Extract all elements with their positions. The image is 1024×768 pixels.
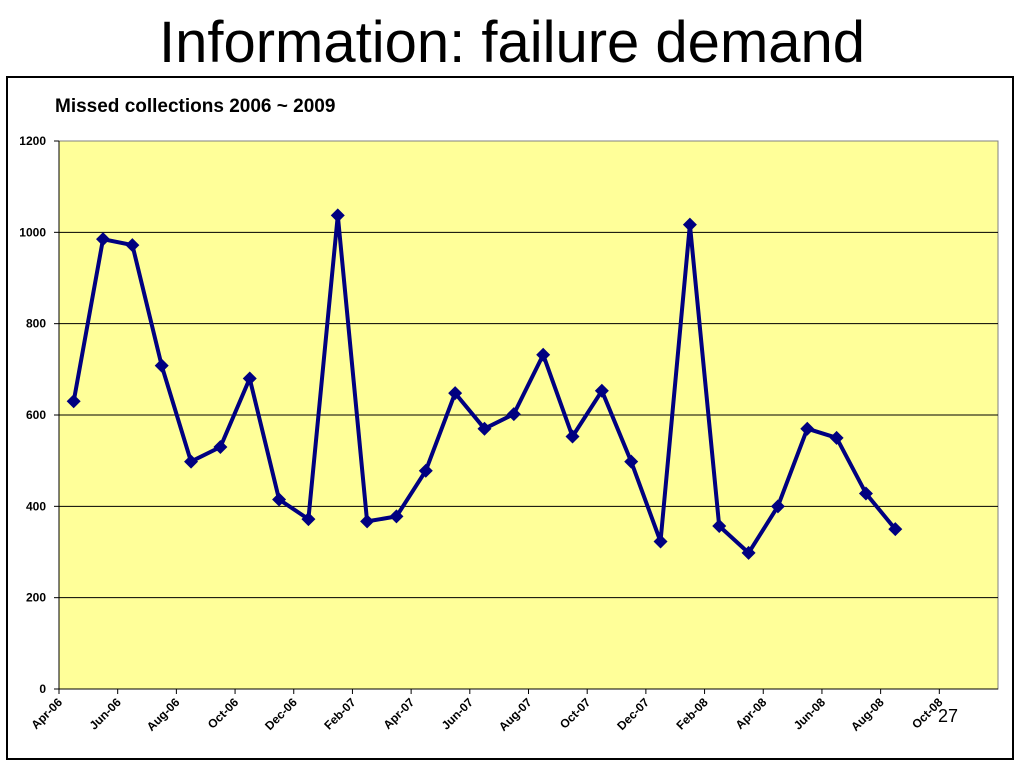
x-tick-label: Feb-07: [321, 695, 358, 732]
y-tick-label: 200: [26, 591, 46, 605]
data-point: [125, 238, 140, 253]
y-axis: 0 200 400 600 800 1000 1200: [19, 134, 60, 696]
data-point: [360, 514, 375, 529]
data-point: [712, 518, 727, 533]
data-point: [653, 534, 668, 549]
x-tick-label: Feb-08: [673, 695, 710, 732]
data-point: [184, 454, 199, 469]
data-point: [594, 383, 609, 398]
x-tick-label: Aug-07: [496, 695, 535, 734]
data-point: [741, 545, 756, 560]
slide-title: Information: failure demand: [158, 10, 866, 75]
data-point: [418, 463, 433, 478]
data-point: [770, 499, 785, 514]
y-tick-label: 0: [39, 682, 46, 696]
data-point: [829, 430, 844, 445]
chart-title: Missed collections 2006 ~ 2009: [55, 96, 336, 117]
data-point: [565, 429, 580, 444]
grid-lines: [59, 231, 998, 599]
x-tick-label: Aug-06: [144, 695, 183, 734]
x-tick-label: Oct-06: [205, 695, 242, 732]
x-tick-label: Dec-07: [614, 695, 652, 733]
data-point: [154, 358, 169, 373]
y-tick-label: 600: [26, 408, 46, 422]
data-point: [536, 347, 551, 362]
x-tick-label: Jun-07: [439, 695, 476, 732]
x-tick-label: Jun-08: [791, 695, 828, 732]
data-point: [506, 407, 521, 422]
x-tick-label: Dec-06: [262, 695, 300, 733]
data-point: [213, 439, 228, 454]
data-point: [624, 454, 639, 469]
page-number: 27: [938, 706, 959, 726]
data-point: [66, 394, 81, 409]
x-axis: Apr-06 Jun-06 Aug-06 Oct-06 Dec-06 Feb-07 Apr-…: [28, 688, 998, 734]
data-point: [242, 371, 257, 386]
x-tick-label: Jun-06: [87, 695, 124, 732]
series-missed-collections: [66, 208, 903, 560]
data-point: [888, 522, 903, 537]
y-tick-label: 800: [26, 317, 46, 331]
y-tick-label: 400: [26, 499, 46, 513]
y-tick-label: 1000: [19, 225, 46, 239]
data-point: [682, 217, 697, 232]
data-point: [272, 492, 287, 507]
data-point: [330, 208, 345, 223]
data-point: [477, 421, 492, 436]
data-point: [301, 512, 316, 527]
data-point: [800, 421, 815, 436]
x-tick-label: Apr-08: [733, 695, 770, 732]
x-tick-label: Apr-07: [380, 695, 417, 732]
x-tick-label: Oct-07: [557, 695, 594, 732]
data-point: [448, 386, 463, 401]
y-tick-label: 1200: [19, 134, 46, 148]
data-point: [96, 232, 111, 247]
x-tick-label: Aug-08: [848, 695, 887, 734]
x-tick-label: Apr-06: [28, 695, 65, 732]
data-point: [858, 486, 873, 501]
data-point: [389, 509, 404, 524]
